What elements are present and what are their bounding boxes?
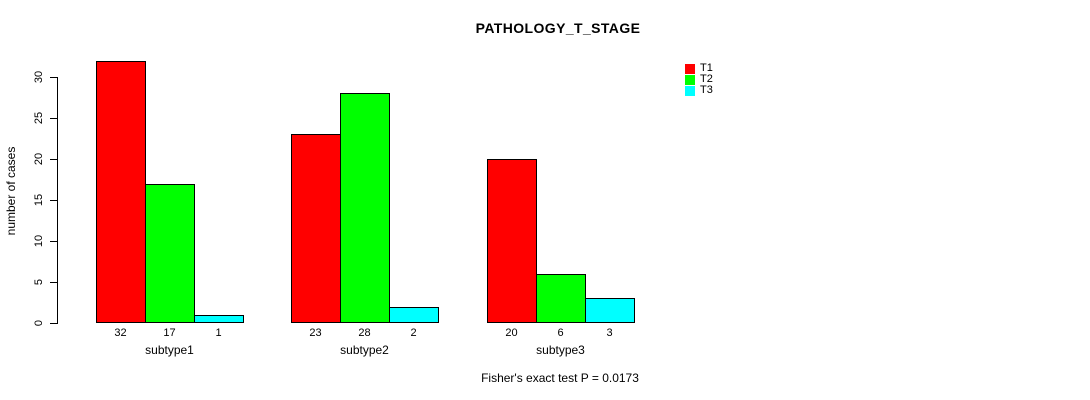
y-tick-label: 10 [33,234,45,248]
y-tick-label: 15 [33,193,45,207]
bar-T1-subtype3 [487,159,537,323]
y-tick-label: 30 [33,70,45,84]
legend-item-T2: T2 [685,74,713,85]
bar-value-T3-subtype3: 3 [606,327,613,339]
bar-value-T2-subtype3: 6 [557,327,564,339]
y-tick-label: 5 [33,278,45,286]
category-label-subtype2: subtype2 [340,343,389,357]
y-tick-mark [50,322,58,324]
y-tick-mark [50,240,58,242]
y-tick-mark [50,117,58,119]
legend-item-T3: T3 [685,85,713,96]
bar-T3-subtype2 [389,307,439,323]
category-label-subtype1: subtype1 [145,343,194,357]
legend-label-T3: T3 [700,84,713,96]
category-label-subtype3: subtype3 [536,343,585,357]
y-tick-label: 0 [33,319,45,327]
bar-value-T1-subtype2: 23 [309,327,322,339]
y-tick-mark [50,281,58,283]
bar-T2-subtype3 [536,274,586,323]
legend-label-T1: T1 [700,62,713,74]
y-tick-label: 25 [33,111,45,125]
y-axis-label: number of cases [4,146,18,236]
bar-value-T2-subtype1: 17 [163,327,176,339]
y-tick-mark [50,158,58,160]
bar-T3-subtype3 [585,298,635,323]
bar-value-T1-subtype3: 20 [505,327,518,339]
bar-T3-subtype1 [194,315,244,323]
bar-T2-subtype1 [145,184,195,323]
legend-label-T2: T2 [700,73,713,85]
y-tick-label: 20 [33,152,45,166]
chart-title: PATHOLOGY_T_STAGE [475,20,641,36]
bar-value-T3-subtype2: 2 [410,327,417,339]
y-tick-mark [50,76,58,78]
bar-T2-subtype2 [340,93,390,323]
bar-T1-subtype1 [96,61,146,323]
y-axis-line [57,77,58,324]
legend-swatch-T1 [685,63,695,74]
bar-value-T3-subtype1: 1 [215,327,222,339]
y-tick-mark [50,199,58,201]
legend-swatch-T2 [685,74,695,85]
legend-swatch-T3 [685,85,695,96]
legend: T1 T2 T3 [685,63,713,96]
bar-value-T2-subtype2: 28 [358,327,371,339]
bar-T1-subtype2 [291,134,341,323]
legend-item-T1: T1 [685,63,713,74]
bar-value-T1-subtype1: 32 [114,327,127,339]
footnote-annotation: Fisher's exact test P = 0.0173 [481,371,639,385]
